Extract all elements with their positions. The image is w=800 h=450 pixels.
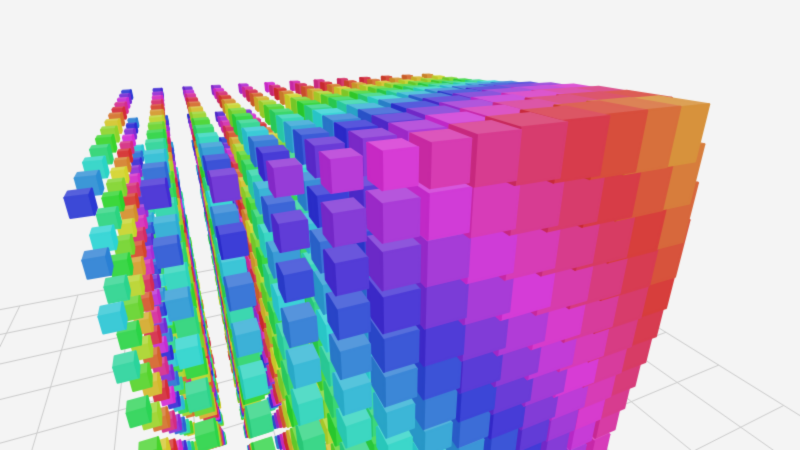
threejs-demo-stage — [0, 0, 800, 450]
viewport-canvas[interactable] — [0, 0, 800, 450]
